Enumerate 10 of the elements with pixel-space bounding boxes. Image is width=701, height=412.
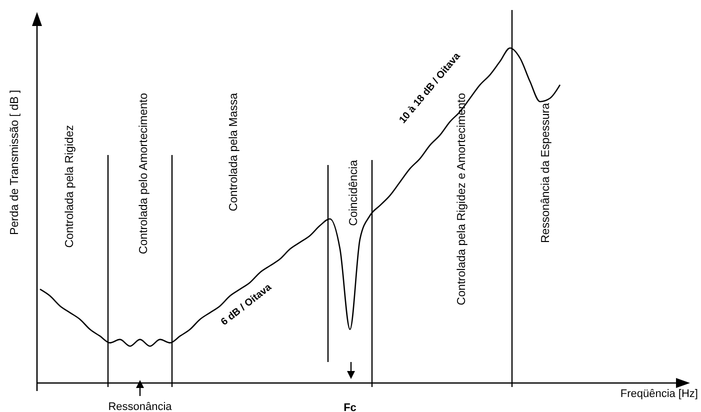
- text: Fc: [344, 402, 356, 412]
- text: Ressonância: [108, 401, 173, 412]
- annotation: Coincidência: [348, 159, 360, 226]
- annotation: Controlada pela Rigidez: [64, 124, 76, 248]
- y-axis-title: Perda de Transmissão [ dB ]: [9, 90, 21, 236]
- annotation: Ressonância da Espessura: [540, 102, 552, 243]
- text: Freqüência [Hz]: [620, 388, 698, 400]
- annotation: Controlada pela Rigidez e Amortecimento: [456, 93, 468, 306]
- annotation: Controlada pelo Amortecimento: [138, 93, 150, 254]
- annotation: Controlada pela Massa: [228, 92, 240, 212]
